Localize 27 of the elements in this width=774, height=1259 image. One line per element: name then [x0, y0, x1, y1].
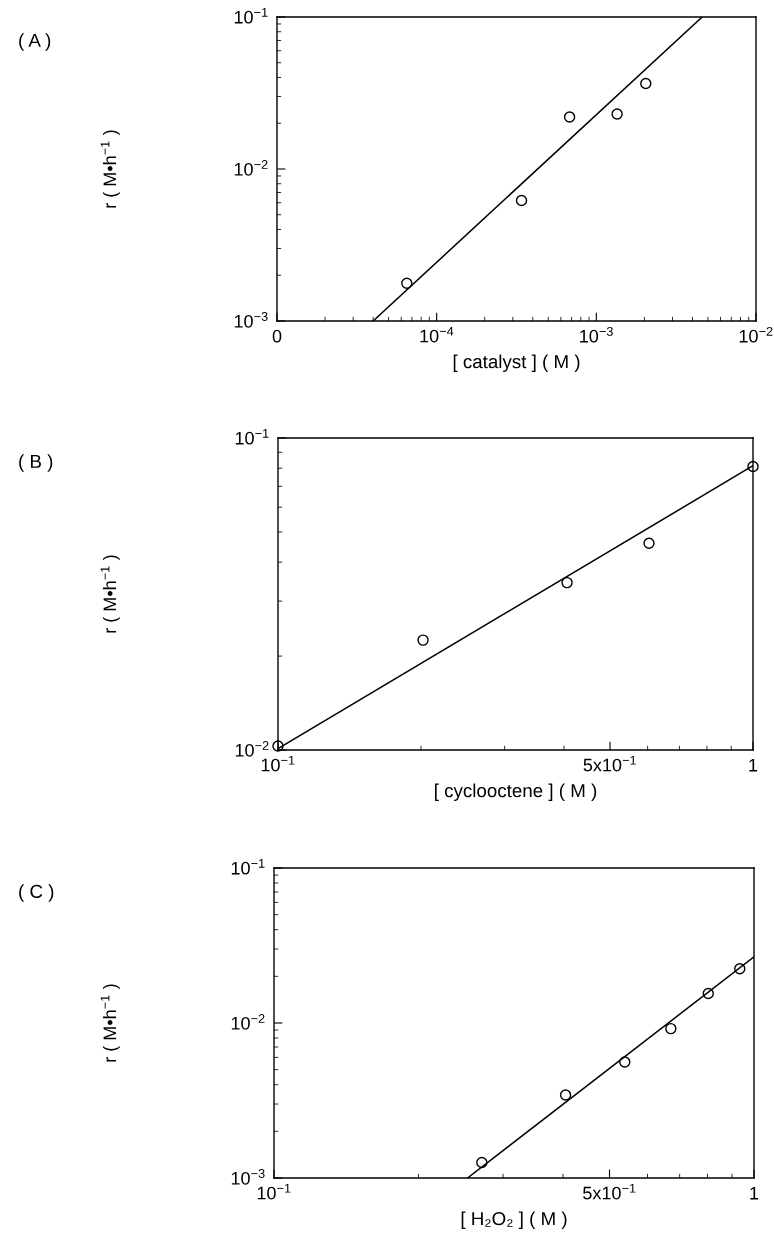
x-tick-label: 10$^{−4}$ — [420, 326, 454, 343]
x-tick-label: 10$^{−2}$ — [739, 326, 773, 343]
x-axis-title: [ cyclooctene ] ( M ) — [435, 783, 597, 801]
y-tick-label: 10$^{−2}$ — [235, 741, 269, 757]
text: ( C ) — [19, 884, 54, 902]
x-tick-label: 1 — [750, 1187, 759, 1200]
y-tick-label: 10$^{−2}$ — [234, 160, 268, 176]
x-tick-label: 5x10$^{−1}$ — [583, 1183, 636, 1200]
x-tick-label: 0 — [272, 329, 282, 343]
y-tick-label: 10$^{−3}$ — [231, 1169, 265, 1185]
y-tick-label: 10$^{−1}$ — [235, 429, 269, 445]
y-axis-title: r ( M•h$^{−1}$ ) — [100, 555, 120, 633]
x-tick-label: 1 — [749, 759, 758, 772]
text: ( B ) — [19, 454, 53, 472]
y-axis-title: r ( M•h$^{−1}$ ) — [100, 130, 120, 208]
x-tick-label: 10$^{−1}$ — [257, 1183, 291, 1200]
x-tick-label: 5x10$^{−1}$ — [583, 755, 636, 772]
x-tick-label: 10$^{−1}$ — [261, 755, 295, 772]
y-axis-title: r ( M•h$^{−1}$ ) — [100, 984, 120, 1062]
y-tick-label: 10$^{−2}$ — [231, 1014, 265, 1030]
text: ( A ) — [19, 33, 51, 51]
x-tick-label: 10$^{−3}$ — [580, 326, 613, 343]
x-axis-title: [ catalyst ] ( M ) — [453, 354, 580, 372]
y-tick-label: 10$^{−1}$ — [231, 859, 265, 875]
y-tick-label: 10$^{−3}$ — [234, 312, 268, 328]
x-axis-title: [ H₂O₂ ] ( M ) — [461, 1211, 567, 1229]
y-tick-label: 10$^{−1}$ — [234, 8, 268, 24]
